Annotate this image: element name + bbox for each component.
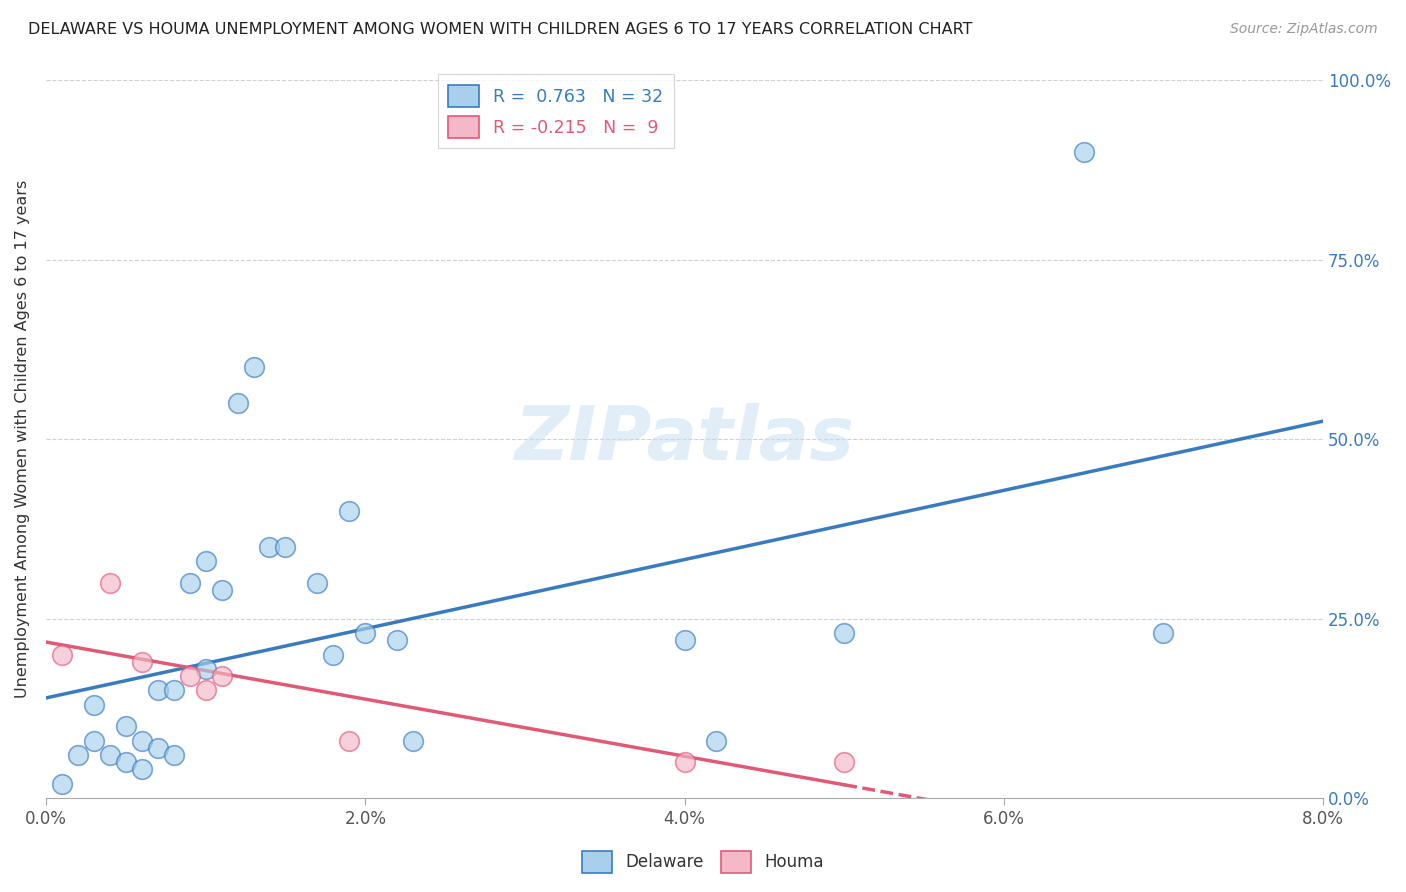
Point [114,756,136,770]
Point [706,733,728,747]
Point [337,504,360,518]
Point [114,719,136,733]
Point [673,756,696,770]
Legend: R =  0.763   N = 32, R = -0.215   N =  9: R = 0.763 N = 32, R = -0.215 N = 9 [437,74,673,148]
Point [1153,626,1175,640]
Point [194,554,217,568]
Point [51,777,73,791]
Point [131,763,153,777]
Text: ZIPatlas: ZIPatlas [515,402,855,475]
Point [673,633,696,648]
Point [337,733,360,747]
Point [98,747,121,762]
Point [211,582,233,597]
Text: Source: ZipAtlas.com: Source: ZipAtlas.com [1230,22,1378,37]
Point [66,747,89,762]
Point [146,683,169,698]
Point [385,633,408,648]
Point [832,756,855,770]
Text: DELAWARE VS HOUMA UNEMPLOYMENT AMONG WOMEN WITH CHILDREN AGES 6 TO 17 YEARS CORR: DELAWARE VS HOUMA UNEMPLOYMENT AMONG WOM… [28,22,973,37]
Point [83,698,105,712]
Point [307,575,329,590]
Point [259,540,281,554]
Point [131,655,153,669]
Y-axis label: Unemployment Among Women with Children Ages 6 to 17 years: Unemployment Among Women with Children A… [15,180,30,698]
Point [179,669,201,683]
Point [146,740,169,755]
Point [179,575,201,590]
Point [211,669,233,683]
Point [274,540,297,554]
Point [131,733,153,747]
Point [832,626,855,640]
Point [242,360,264,375]
Legend: Delaware, Houma: Delaware, Houma [575,845,831,880]
Point [194,683,217,698]
Point [322,648,344,662]
Point [226,396,249,410]
Point [98,575,121,590]
Point [163,747,186,762]
Point [51,648,73,662]
Point [194,662,217,676]
Point [1073,145,1095,159]
Point [83,733,105,747]
Point [354,626,377,640]
Point [163,683,186,698]
Point [402,733,425,747]
